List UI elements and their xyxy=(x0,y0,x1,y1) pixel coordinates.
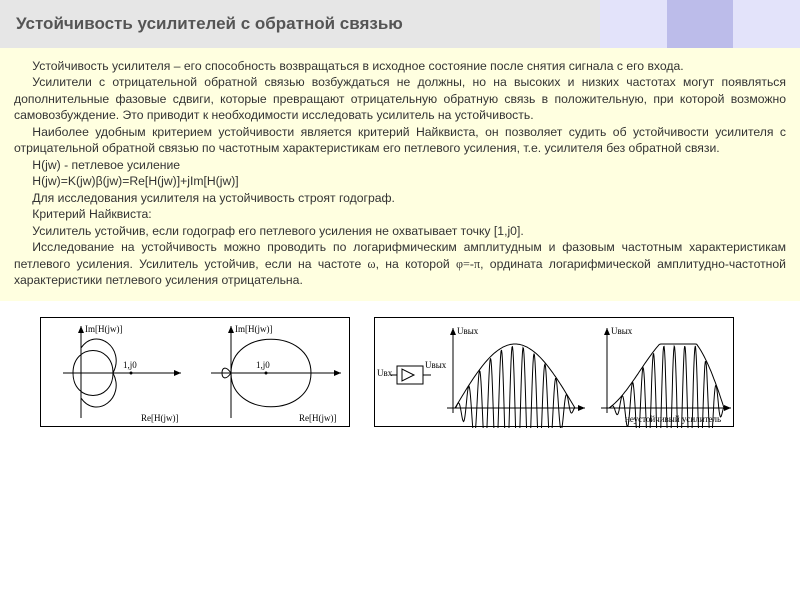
para-8: Усилитель устойчив, если годограф его пе… xyxy=(14,223,786,239)
para-7: Критерий Найквиста: xyxy=(14,206,786,222)
hodograph-figure: Im[H(jw)] Re[H(jw)] 1,j0 Im[H(jw)] Re[H(… xyxy=(40,317,350,427)
fig1-re2-label: Re[H(jw)] xyxy=(299,413,337,423)
page-header: Устойчивость усилителей с обратной связь… xyxy=(0,0,800,48)
para-1: Устойчивость усилителя – его способность… xyxy=(14,58,786,74)
hodograph-svg: Im[H(jw)] Re[H(jw)] 1,j0 Im[H(jw)] Re[H(… xyxy=(41,318,351,428)
para-4: H(jw) - петлевое усиление xyxy=(14,157,786,173)
fig1-pt2-label: 1,j0 xyxy=(256,360,270,370)
fig1-im1-label: Im[H(jw)] xyxy=(85,324,123,334)
fig2-uout-axis1: Uвых xyxy=(457,326,479,336)
main-text-block: Устойчивость усилителя – его способность… xyxy=(0,48,800,301)
omega-symbol: ω xyxy=(368,257,376,271)
figures-row: Im[H(jw)] Re[H(jw)] 1,j0 Im[H(jw)] Re[H(… xyxy=(0,301,800,427)
fig2-uout-block-label: Uвых xyxy=(425,360,447,370)
waveform-figure: Uвх Uвых Uвых Uвых неустойчивый усилител… xyxy=(374,317,734,427)
para-5: H(jw)=K(jw)β(jw)=Re[H(jw)]+jIm[H(jw)] xyxy=(14,173,786,189)
para-9b: , на которой xyxy=(376,257,456,271)
waveform-svg: Uвх Uвых Uвых Uвых неустойчивый усилител… xyxy=(375,318,735,428)
page-title: Устойчивость усилителей с обратной связь… xyxy=(0,0,600,48)
fig2-uout-axis2: Uвых xyxy=(611,326,633,336)
para-9: Исследование на устойчивость можно прово… xyxy=(14,239,786,288)
para-6: Для исследования усилителя на устойчивос… xyxy=(14,190,786,206)
para-3: Наиболее удобным критерием устойчивости … xyxy=(14,124,786,157)
phi-eq: φ=-π xyxy=(456,257,480,271)
fig1-im2-label: Im[H(jw)] xyxy=(235,324,273,334)
fig1-pt1-label: 1,j0 xyxy=(123,360,137,370)
fig2-caption: неустойчивый усилитель xyxy=(625,414,721,424)
fig2-uin-label: Uвх xyxy=(377,368,393,378)
fig1-re1-label: Re[H(jw)] xyxy=(141,413,179,423)
para-2: Усилители с отрицательной обратной связь… xyxy=(14,74,786,123)
